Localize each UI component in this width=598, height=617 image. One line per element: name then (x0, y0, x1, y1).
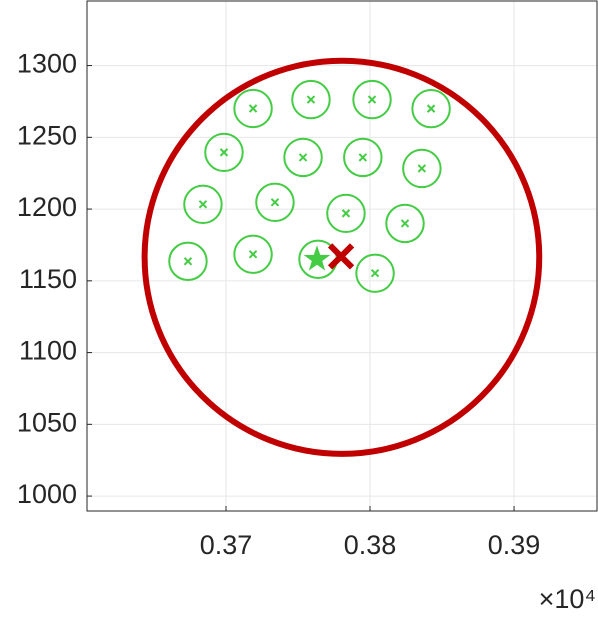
y-tick-label: 1100 (19, 336, 77, 366)
point (355, 253, 395, 293)
point-circle (402, 148, 442, 189)
point-circle (343, 137, 383, 178)
star-marker (303, 245, 331, 271)
point-cross (248, 250, 258, 259)
cross-marker (327, 243, 355, 270)
y-tick-label: 1150 (19, 264, 77, 294)
point (233, 234, 273, 274)
point-cross (370, 269, 380, 278)
point (385, 203, 425, 244)
point-cross (341, 209, 351, 218)
point (343, 137, 383, 178)
y-tick-label: 1050 (17, 407, 77, 437)
point-cross (198, 200, 208, 209)
point-cross (358, 153, 368, 162)
point-circle (355, 253, 395, 293)
point-cross (400, 219, 410, 228)
x-tick-label: 0.37 (200, 530, 253, 560)
point (411, 88, 451, 129)
point-circle (326, 193, 366, 234)
point-circle (204, 132, 244, 173)
point (168, 241, 208, 281)
point-cross (183, 257, 193, 266)
point-circle (168, 241, 208, 281)
range-circle (141, 57, 543, 457)
x-tick-label: 0.38 (344, 530, 397, 560)
point (402, 148, 442, 189)
point (183, 184, 223, 224)
point-cross (306, 95, 316, 104)
point (283, 137, 323, 178)
point (255, 182, 295, 222)
point (233, 88, 273, 129)
y-tick-label: 1250 (17, 120, 77, 150)
point-cross (426, 104, 436, 113)
x-tick-label: 0.39 (488, 530, 541, 560)
point-circle (352, 79, 392, 120)
point-cross (417, 164, 427, 173)
point-cross (248, 104, 258, 113)
y-tick-label: 1200 (17, 192, 77, 222)
point-cross (219, 148, 229, 157)
y-tick-label: 1000 (17, 479, 77, 509)
point-circle (385, 203, 425, 244)
point-circle (411, 88, 451, 129)
point-cross (270, 198, 280, 207)
point-circle (233, 234, 273, 274)
point-cross (298, 153, 308, 162)
point-circle (255, 182, 295, 222)
point-circle (291, 79, 331, 120)
y-tick-label: 1300 (17, 49, 77, 79)
point-circle (233, 88, 273, 129)
point-circle (283, 137, 323, 178)
x-exponent-label: ×10⁴ (539, 584, 596, 614)
point (204, 132, 244, 173)
point-cross (367, 95, 377, 104)
point-circle (183, 184, 223, 224)
point (291, 79, 331, 120)
point (352, 79, 392, 120)
point (326, 193, 366, 234)
axes-box (86, 0, 598, 512)
